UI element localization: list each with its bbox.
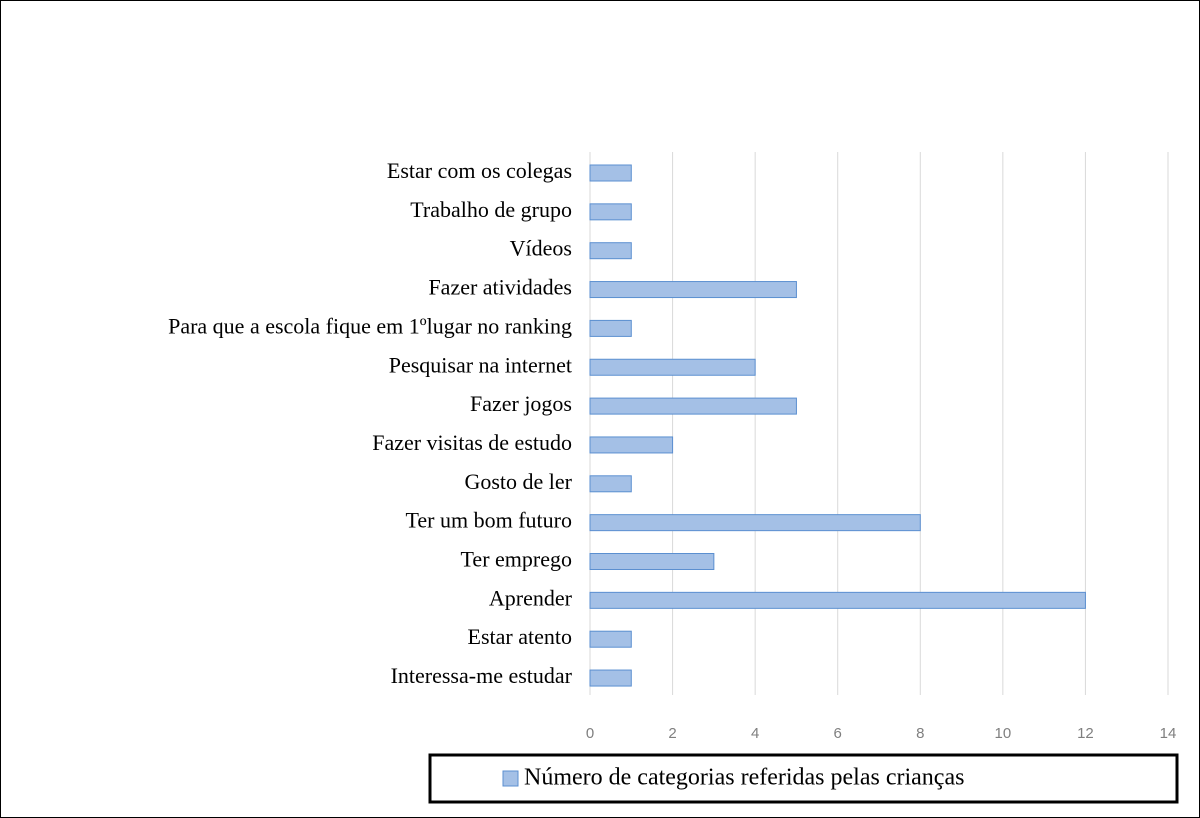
bar bbox=[589, 669, 632, 687]
x-tick-label: 12 bbox=[1077, 725, 1094, 742]
bar bbox=[589, 164, 632, 182]
legend-box bbox=[428, 753, 1179, 804]
bar bbox=[589, 203, 632, 221]
y-tick-label: Para que a escola fique em 1ºlugar no ra… bbox=[168, 313, 572, 338]
y-tick-label: Trabalho de grupo bbox=[410, 197, 572, 222]
legend-label: Número de categorias referidas pelas cri… bbox=[524, 765, 964, 791]
bar bbox=[589, 514, 921, 532]
x-tick-label: 4 bbox=[751, 725, 759, 742]
y-tick-label: Aprender bbox=[489, 585, 573, 610]
x-tick-label: 14 bbox=[1160, 725, 1177, 742]
x-tick-label: 8 bbox=[916, 725, 924, 742]
y-tick-label: Interessa-me estudar bbox=[391, 663, 573, 688]
bar bbox=[589, 436, 674, 454]
x-tick-label: 10 bbox=[995, 725, 1012, 742]
bar bbox=[589, 319, 632, 337]
legend-swatch bbox=[502, 770, 519, 787]
bar bbox=[589, 397, 797, 415]
x-tick-label: 2 bbox=[668, 725, 676, 742]
bars: Estar com os colegas Trabalho de grupo Víd… bbox=[168, 158, 1086, 688]
bar bbox=[589, 242, 632, 260]
x-tick-label: 0 bbox=[586, 725, 594, 742]
bar bbox=[589, 591, 1086, 609]
bar bbox=[589, 630, 632, 648]
y-tick-label: Vídeos bbox=[510, 236, 572, 261]
y-tick-label: Ter um bom futuro bbox=[406, 508, 572, 533]
x-tick-label: 6 bbox=[834, 725, 842, 742]
y-tick-label: Fazer jogos bbox=[470, 391, 572, 416]
bar bbox=[589, 553, 715, 570]
y-tick-label: Gosto de ler bbox=[464, 469, 572, 494]
y-tick-label: Ter emprego bbox=[461, 547, 572, 572]
y-tick-label: Fazer visitas de estudo bbox=[372, 430, 572, 455]
bar bbox=[589, 475, 632, 493]
y-tick-label: Estar atento bbox=[468, 624, 572, 649]
bar bbox=[589, 358, 756, 376]
y-tick-label: Pesquisar na internet bbox=[389, 352, 572, 377]
y-tick-label: Fazer atividades bbox=[428, 275, 572, 300]
y-tick-label: Estar com os colegas bbox=[387, 158, 572, 183]
bar bbox=[589, 281, 797, 299]
